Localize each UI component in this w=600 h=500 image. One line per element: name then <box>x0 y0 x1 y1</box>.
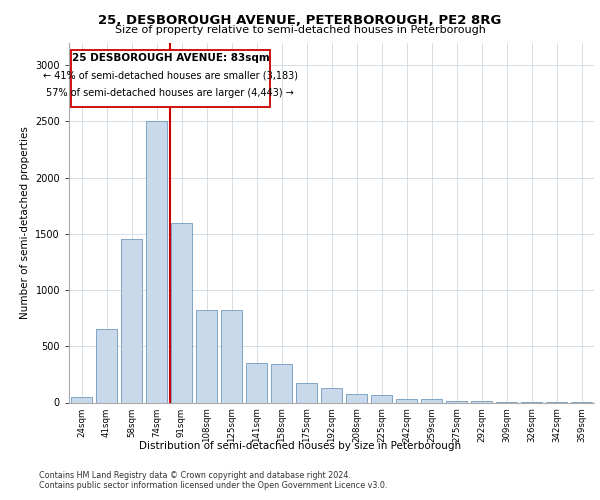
Bar <box>71 397 92 402</box>
Text: 25, DESBOROUGH AVENUE, PETERBOROUGH, PE2 8RG: 25, DESBOROUGH AVENUE, PETERBOROUGH, PE2… <box>98 14 502 27</box>
Bar <box>371 395 392 402</box>
Bar <box>221 310 242 402</box>
Text: Distribution of semi-detached houses by size in Peterborough: Distribution of semi-detached houses by … <box>139 441 461 451</box>
Bar <box>321 388 342 402</box>
Text: Size of property relative to semi-detached houses in Peterborough: Size of property relative to semi-detach… <box>115 25 485 35</box>
Bar <box>96 330 117 402</box>
Bar <box>246 363 267 403</box>
Bar <box>171 222 192 402</box>
Bar <box>146 121 167 402</box>
Bar <box>296 383 317 402</box>
Bar <box>121 240 142 402</box>
Bar <box>196 310 217 402</box>
Bar <box>421 398 442 402</box>
Bar <box>346 394 367 402</box>
Text: 25 DESBOROUGH AVENUE: 83sqm: 25 DESBOROUGH AVENUE: 83sqm <box>71 53 269 63</box>
Y-axis label: Number of semi-detached properties: Number of semi-detached properties <box>20 126 29 319</box>
Bar <box>271 364 292 403</box>
Text: Contains public sector information licensed under the Open Government Licence v3: Contains public sector information licen… <box>39 481 388 490</box>
Text: Contains HM Land Registry data © Crown copyright and database right 2024.: Contains HM Land Registry data © Crown c… <box>39 471 351 480</box>
Text: ← 41% of semi-detached houses are smaller (3,183): ← 41% of semi-detached houses are smalle… <box>43 70 298 81</box>
FancyBboxPatch shape <box>71 50 270 106</box>
Bar <box>396 398 417 402</box>
Text: 57% of semi-detached houses are larger (4,443) →: 57% of semi-detached houses are larger (… <box>46 88 295 98</box>
